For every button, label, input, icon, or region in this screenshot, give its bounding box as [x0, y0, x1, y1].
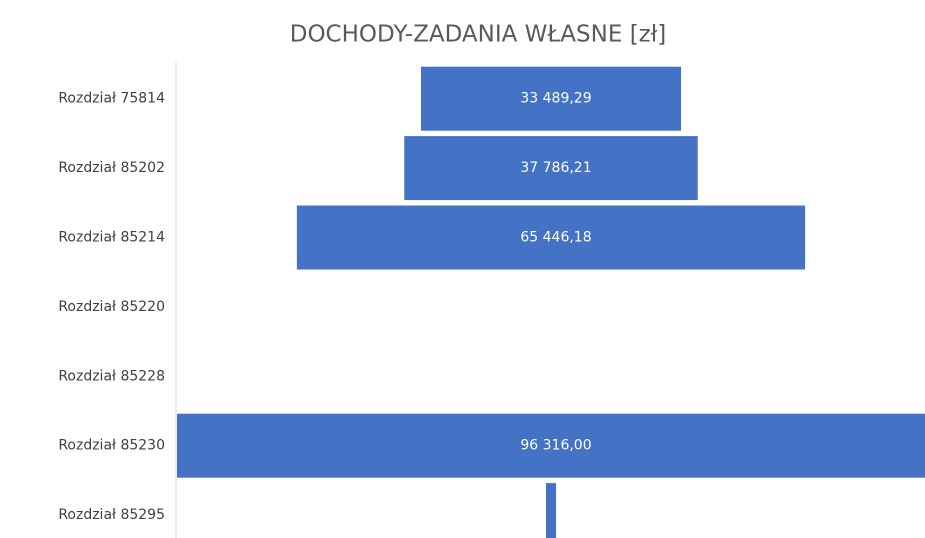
funnel-bar: [177, 413, 925, 478]
category-label: Rozdział 85220: [58, 299, 165, 315]
category-label: Rozdział 85228: [58, 368, 165, 384]
category-label: Rozdział 75814: [58, 91, 165, 107]
funnel-bar: [420, 66, 682, 131]
value-label: 96 316,00: [520, 438, 591, 454]
category-label: Rozdział 85202: [58, 160, 165, 176]
category-label: Rozdział 85214: [58, 230, 165, 246]
value-label: 33 489,29: [520, 91, 591, 107]
funnel-bar: [296, 205, 806, 270]
funnel-bar: [545, 483, 557, 538]
funnel-bar: [404, 136, 698, 201]
category-label: Rozdział 85295: [58, 507, 165, 523]
category-label: Rozdział 85230: [58, 438, 165, 454]
chart-title: DOCHODY-ZADANIA WŁASNE [zł]: [290, 22, 667, 48]
value-label: 37 786,21: [520, 160, 591, 176]
value-label: 65 446,18: [520, 230, 591, 246]
